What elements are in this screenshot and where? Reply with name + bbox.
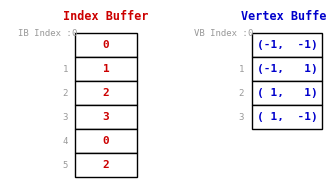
- Text: 0: 0: [71, 28, 77, 37]
- Text: 3: 3: [63, 112, 68, 121]
- Bar: [252, 57, 322, 81]
- Text: (-1,   1): (-1, 1): [256, 64, 318, 74]
- Bar: [75, 33, 137, 57]
- Text: ( 1,   1): ( 1, 1): [256, 88, 318, 98]
- Text: 2: 2: [239, 88, 244, 97]
- Text: IB Index :: IB Index :: [18, 28, 72, 37]
- Text: 2: 2: [103, 160, 109, 170]
- Text: Vertex Buffer: Vertex Buffer: [241, 10, 328, 23]
- Text: Index Buffer: Index Buffer: [63, 10, 149, 23]
- Text: ( 1,  -1): ( 1, -1): [256, 112, 318, 122]
- Bar: [75, 57, 137, 81]
- Bar: [252, 105, 322, 129]
- Text: (-1,  -1): (-1, -1): [256, 40, 318, 50]
- Bar: [75, 105, 137, 129]
- Bar: [75, 81, 137, 105]
- Text: 5: 5: [63, 160, 68, 169]
- Text: 0: 0: [103, 136, 109, 146]
- Bar: [75, 129, 137, 153]
- Text: 2: 2: [103, 88, 109, 98]
- Bar: [75, 153, 137, 177]
- Text: 3: 3: [239, 112, 244, 121]
- Bar: [252, 33, 322, 57]
- Text: 1: 1: [103, 64, 109, 74]
- Text: 4: 4: [63, 137, 68, 146]
- Text: 1: 1: [239, 65, 244, 74]
- Text: 2: 2: [63, 88, 68, 97]
- Text: 0: 0: [247, 28, 253, 37]
- Text: 0: 0: [103, 40, 109, 50]
- Text: VB Index :: VB Index :: [194, 28, 248, 37]
- Text: 1: 1: [63, 65, 68, 74]
- Text: 3: 3: [103, 112, 109, 122]
- Bar: [252, 81, 322, 105]
